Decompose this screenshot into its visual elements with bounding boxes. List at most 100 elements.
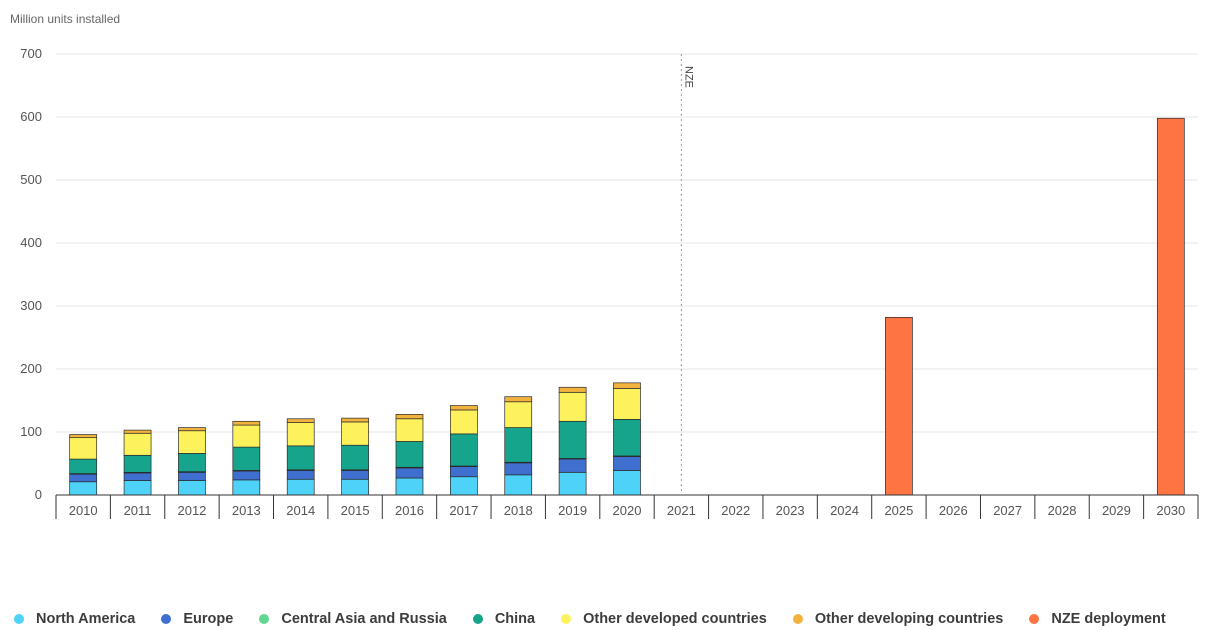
x-tick-label-2024: 2024 <box>830 503 859 518</box>
x-tick-label-2013: 2013 <box>232 503 261 518</box>
bar-2013-north-america <box>232 479 261 496</box>
legend-item-north-america[interactable]: North America <box>14 611 135 627</box>
bar-2011-north-america <box>123 480 152 496</box>
x-tick-label-2026: 2026 <box>939 503 968 518</box>
bar-2016-north-america <box>395 477 424 496</box>
x-tick-label-2025: 2025 <box>884 503 913 518</box>
bar-2016-europe <box>395 467 424 479</box>
bar-2012-china <box>178 453 206 473</box>
y-tick-label-500: 500 <box>20 172 42 187</box>
x-tick-label-2017: 2017 <box>449 503 478 518</box>
bar-2012-other-developed-countries <box>178 430 206 454</box>
bar-2010-north-america <box>69 481 98 496</box>
bar-2015-europe <box>341 470 369 480</box>
y-tick-label-100: 100 <box>20 424 42 439</box>
bar-2013-europe <box>232 470 261 481</box>
bar-2016-other-developing-countries <box>395 414 424 420</box>
x-tick-label-2027: 2027 <box>993 503 1022 518</box>
legend-marker-icon <box>161 614 172 624</box>
x-tick-label-2011: 2011 <box>124 503 152 518</box>
x-tick-label-2018: 2018 <box>504 503 533 518</box>
x-tick-label-2020: 2020 <box>613 503 642 518</box>
bar-2015-other-developed-countries <box>341 421 369 446</box>
bar-2020-china <box>613 419 641 457</box>
bar-2017-other-developing-countries <box>450 405 478 411</box>
bar-2018-china <box>504 427 533 463</box>
bar-2013-other-developing-countries <box>232 420 261 426</box>
bar-2020-north-america <box>613 470 641 496</box>
bar-2011-europe <box>123 472 152 481</box>
bar-2014-other-developing-countries <box>286 418 315 423</box>
y-tick-label-300: 300 <box>20 298 42 313</box>
annotation-label-nze: NZE <box>682 66 694 88</box>
legend-marker-icon <box>259 614 270 624</box>
legend-label: Europe <box>183 611 234 627</box>
bar-2012-north-america <box>178 480 206 496</box>
y-tick-label-0: 0 <box>35 487 42 502</box>
bar-2019-north-america <box>558 471 587 496</box>
x-tick-label-2023: 2023 <box>776 503 805 518</box>
bar-2014-china <box>286 445 315 471</box>
bar-2010-other-developing-countries <box>69 434 98 439</box>
legend-marker-icon <box>792 614 803 624</box>
bar-2015-china <box>341 444 369 471</box>
annotations: NZE <box>680 54 694 495</box>
y-tick-label-400: 400 <box>20 235 42 250</box>
x-axis: 2010 2011 2012 2013 2014 2015 2016 2017 2018 2019… <box>55 494 1199 519</box>
bar-2018-north-america <box>504 474 533 496</box>
bar-2017-china <box>450 433 478 467</box>
x-tick-label-2021: 2021 <box>667 503 696 518</box>
bar-2017-other-developed-countries <box>450 409 478 435</box>
bar-2018-other-developing-countries <box>504 396 533 403</box>
bar-2010-china <box>69 458 98 474</box>
bar-2012-other-developing-countries <box>178 427 206 432</box>
legend-label: Central Asia and Russia <box>281 611 447 627</box>
bar-2011-other-developing-countries <box>123 429 152 434</box>
bar-2014-north-america <box>286 478 315 496</box>
bar-2012-europe <box>178 471 206 481</box>
legend-item-central-asia-and-russia[interactable]: Central Asia and Russia <box>259 611 447 627</box>
bar-2018-europe <box>504 462 533 476</box>
legend-label: North America <box>36 611 136 627</box>
bar-2015-other-developing-countries <box>341 417 369 423</box>
bar-2010-other-developed-countries <box>69 437 98 460</box>
bar-2010-europe <box>69 473 98 483</box>
y-tick-label-200: 200 <box>20 361 42 376</box>
x-tick-label-2030: 2030 <box>1156 503 1185 518</box>
legend-marker-icon <box>1029 614 1040 624</box>
legend-label: Other developing countries <box>814 611 1004 627</box>
bar-2014-other-developed-countries <box>286 422 315 447</box>
bar-2018-other-developed-countries <box>504 401 533 428</box>
x-tick-label-2012: 2012 <box>177 503 206 518</box>
legend-label: Other developed countries <box>583 611 767 627</box>
bar-2019-other-developed-countries <box>558 391 587 422</box>
bar-2011-other-developed-countries <box>123 432 152 456</box>
y-tick-label-600: 600 <box>20 109 42 124</box>
legend: North America Europe Central Asia and Russ… <box>14 608 1192 630</box>
x-tick-label-2010: 2010 <box>69 503 98 518</box>
legend-item-nze-deployment[interactable]: NZE deployment <box>1029 611 1166 627</box>
bar-2014-europe <box>286 470 315 480</box>
bar-2025-nze-deployment <box>885 316 913 496</box>
x-tick-label-2029: 2029 <box>1102 503 1131 518</box>
legend-item-china[interactable]: China <box>472 611 536 627</box>
y-tick-label-700: 700 <box>20 46 42 61</box>
y-axis-title: Million units installed <box>10 12 120 26</box>
x-tick-label-2028: 2028 <box>1048 503 1077 518</box>
bar-2019-china <box>558 420 587 459</box>
legend-label: China <box>494 611 536 627</box>
x-tick-label-2016: 2016 <box>395 503 424 518</box>
legend-item-other-developed-countries[interactable]: Other developed countries <box>561 611 767 627</box>
y-axis-ticks: 0 100 200 300 400 500 600 700 <box>20 46 42 502</box>
bar-2011-china <box>123 454 152 473</box>
bar-2017-europe <box>450 466 478 478</box>
legend-item-europe[interactable]: Europe <box>161 611 233 627</box>
legend-marker-icon <box>472 614 483 624</box>
bar-2020-europe <box>613 456 641 471</box>
x-tick-label-2019: 2019 <box>558 503 587 518</box>
bar-2016-china <box>395 441 424 468</box>
bar-2013-other-developed-countries <box>232 424 261 448</box>
legend-item-other-developing-countries[interactable]: Other developing countries <box>792 611 1004 627</box>
bar-2017-north-america <box>450 476 478 496</box>
bar-2019-other-developing-countries <box>558 386 587 393</box>
